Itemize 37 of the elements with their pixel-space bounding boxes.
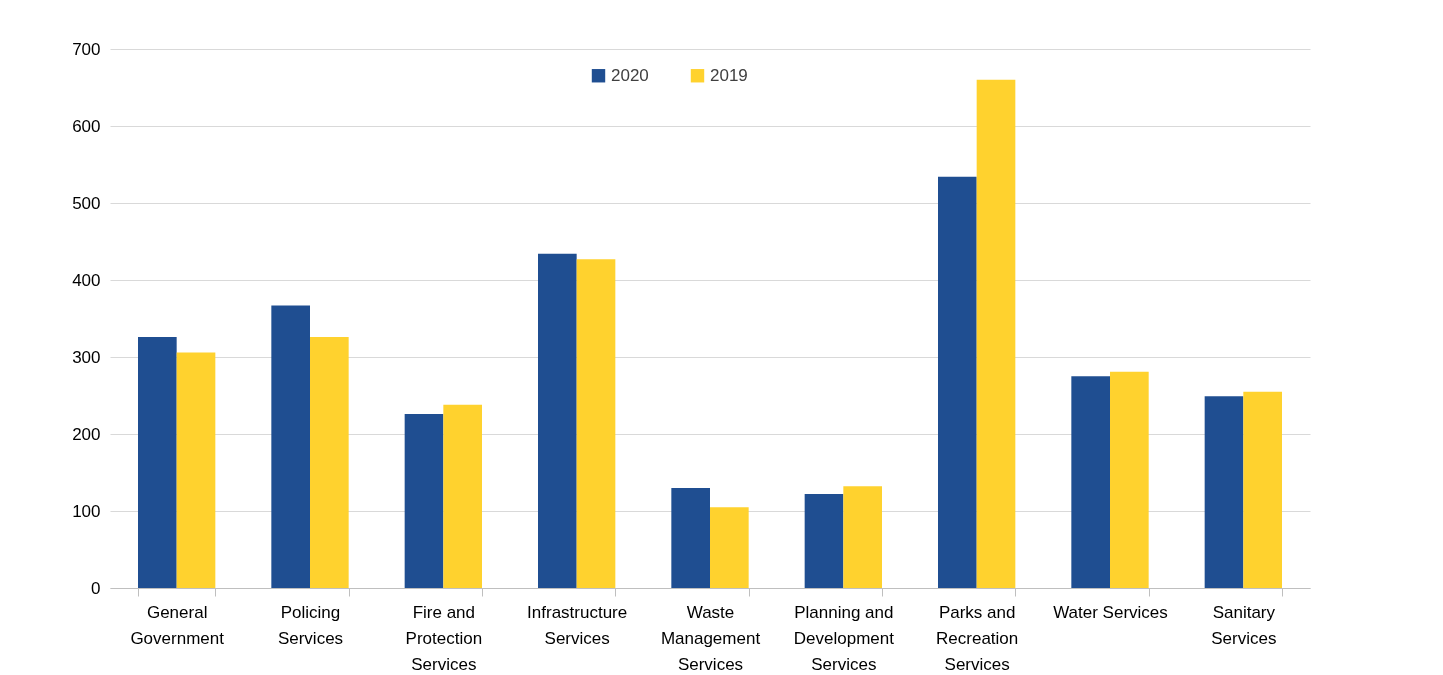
x-tick-label: Infrastructure Services bbox=[527, 602, 628, 648]
bar bbox=[138, 336, 177, 588]
y-tick-label: 200 bbox=[72, 424, 101, 444]
x-tick-label: Planning and Development Services bbox=[793, 602, 895, 674]
y-tick-label: 100 bbox=[72, 501, 101, 521]
legend-label: 2020 bbox=[611, 65, 649, 85]
bar bbox=[576, 259, 616, 588]
bar bbox=[1110, 371, 1149, 588]
bar bbox=[804, 494, 844, 588]
y-tick-label: 300 bbox=[72, 347, 101, 367]
bar bbox=[1071, 376, 1110, 588]
bar bbox=[938, 176, 977, 588]
y-tick-label: 700 bbox=[72, 39, 101, 59]
y-tick-label: 0 bbox=[91, 578, 101, 598]
bar bbox=[843, 486, 882, 588]
y-tick-label: 400 bbox=[72, 270, 101, 290]
bar bbox=[176, 352, 216, 588]
legend-label: 2019 bbox=[710, 65, 748, 85]
x-tick-label: Parks and Recreation Services bbox=[936, 602, 1019, 674]
x-tick-label: Waste Management Services bbox=[660, 602, 761, 674]
y-tick-label: 600 bbox=[72, 116, 101, 136]
bar bbox=[671, 487, 710, 588]
x-tick-label: Sanitary Services bbox=[1211, 602, 1277, 648]
x-tick-label: Fire and Protection Services bbox=[405, 602, 483, 674]
bar bbox=[1243, 391, 1282, 588]
x-tick-label: Policing Services bbox=[277, 602, 344, 648]
bar bbox=[710, 507, 749, 588]
x-tick-label: Water Services bbox=[1053, 602, 1168, 622]
bar bbox=[538, 253, 577, 588]
bar bbox=[976, 79, 1016, 588]
bar bbox=[310, 336, 349, 588]
bar bbox=[1204, 396, 1244, 588]
bar bbox=[271, 305, 310, 588]
bar bbox=[443, 404, 482, 588]
x-tick-label: General Government bbox=[130, 602, 225, 648]
bar bbox=[404, 413, 444, 588]
y-tick-label: 500 bbox=[72, 193, 101, 213]
